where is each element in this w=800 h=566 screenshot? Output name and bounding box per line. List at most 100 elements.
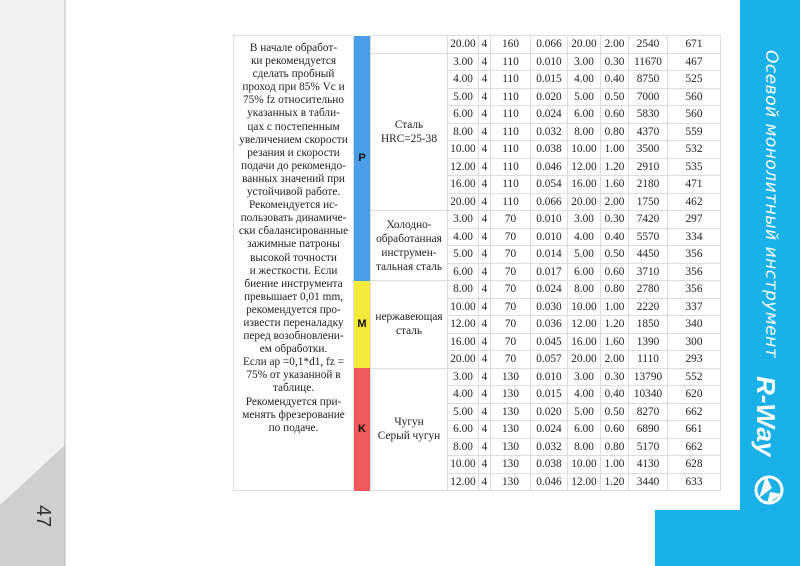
value-cell: 4 [478, 35, 491, 54]
logo [754, 475, 784, 505]
material-cell: Чугун Серый чугун [370, 367, 448, 491]
value-cell: 10.00 [447, 297, 479, 316]
cutting-table: В начале обработ-ки рекомендуется сделать… [233, 35, 721, 491]
value-cell: 16.00 [567, 332, 601, 351]
value-cell: 0.014 [530, 245, 568, 264]
value-cell: 70 [490, 315, 531, 334]
value-cell: 110 [490, 52, 531, 71]
value-cell: 1.60 [600, 175, 629, 194]
material-line: нержавеющая [375, 311, 443, 324]
value-cell: 110 [490, 175, 531, 194]
value-cell: 2780 [628, 280, 668, 299]
value-cell: 4 [478, 280, 491, 299]
value-cell: 4450 [628, 245, 668, 264]
value-cell: 130 [490, 472, 531, 491]
value-cell: 462 [667, 192, 721, 211]
value-cell: 0.017 [530, 262, 568, 281]
value-cell: 662 [667, 402, 721, 421]
value-cell: 70 [490, 280, 531, 299]
value-cell: 293 [667, 350, 721, 369]
value-cell: 8750 [628, 70, 668, 89]
value-cell: 20.00 [447, 350, 479, 369]
value-cell: 16.00 [447, 175, 479, 194]
side-band [740, 0, 800, 566]
value-cell: 110 [490, 105, 531, 124]
note-line: пользовать динамиче- [240, 212, 347, 225]
value-cell: 6.00 [447, 105, 479, 124]
value-cell: 0.030 [530, 297, 568, 316]
value-cell: 1.20 [600, 472, 629, 491]
value-cell: 4 [478, 437, 491, 456]
value-cell: 1.00 [600, 140, 629, 159]
note-line: менять фрезерование [242, 408, 345, 421]
value-cell: 0.054 [530, 175, 568, 194]
value-cell: 4.00 [447, 70, 479, 89]
value-cell: 671 [667, 35, 721, 54]
table-row: 10.00 4 110 0.038 10.00 1.00 3500 532 [234, 140, 721, 159]
value-cell: 12.00 [567, 315, 601, 334]
value-cell: 4 [478, 455, 491, 474]
value-cell: 337 [667, 297, 721, 316]
value-cell: 4 [478, 350, 491, 369]
value-cell: 0.010 [530, 210, 568, 229]
value-cell: 0.036 [530, 315, 568, 334]
value-cell: 13790 [628, 367, 668, 386]
value-cell: 4 [478, 245, 491, 264]
value-cell: 532 [667, 140, 721, 159]
note-line: биение инструмента [244, 277, 343, 290]
value-cell: 4 [478, 332, 491, 351]
material-cell [370, 35, 448, 54]
value-cell: 20.00 [567, 350, 601, 369]
value-cell: 10340 [628, 385, 668, 404]
value-cell: 3710 [628, 262, 668, 281]
value-cell: 4.00 [567, 385, 601, 404]
value-cell: 5.00 [567, 245, 601, 264]
value-cell: 6.00 [567, 262, 601, 281]
value-cell: 3.00 [447, 210, 479, 229]
note-line: 75% от указанной в [246, 369, 341, 382]
value-cell: 8.00 [567, 122, 601, 141]
note-cell: В начале обработ-ки рекомендуется сделать… [233, 35, 354, 491]
table-row: 10.00 4 130 0.038 10.00 1.00 4130 628 [234, 455, 721, 474]
value-cell: 0.50 [600, 87, 629, 106]
note-line: превышает 0,01 mm, [243, 290, 344, 303]
value-cell: 110 [490, 122, 531, 141]
table-row: 12.00 4 70 0.036 12.00 1.20 1850 340 [234, 315, 721, 334]
value-cell: 4 [478, 70, 491, 89]
value-cell: 20.00 [447, 192, 479, 211]
value-cell: 5.00 [447, 402, 479, 421]
value-cell: 0.038 [530, 455, 568, 474]
value-cell: 70 [490, 350, 531, 369]
note-line: извести переналадку [243, 316, 344, 329]
value-cell: 0.046 [530, 472, 568, 491]
value-cell: 6.00 [567, 420, 601, 439]
value-cell: 0.010 [530, 227, 568, 246]
value-cell: 662 [667, 437, 721, 456]
value-cell: 110 [490, 157, 531, 176]
note-line: ски сбалансированные [238, 225, 349, 238]
value-cell: 0.038 [530, 140, 568, 159]
value-cell: 8.00 [447, 122, 479, 141]
value-cell: 0.046 [530, 157, 568, 176]
value-cell: 4 [478, 122, 491, 141]
value-cell: 4 [478, 227, 491, 246]
material-cell: Холодно-обработанная инструмен-тальная ст… [370, 210, 448, 281]
value-cell: 0.60 [600, 420, 629, 439]
value-cell: 3.00 [447, 52, 479, 71]
value-cell: 6.00 [447, 262, 479, 281]
value-cell: 4 [478, 297, 491, 316]
value-cell: 70 [490, 245, 531, 264]
value-cell: 525 [667, 70, 721, 89]
note-line: по подаче. [268, 421, 319, 434]
value-cell: 0.50 [600, 245, 629, 264]
value-cell: 661 [667, 420, 721, 439]
value-cell: 4 [478, 367, 491, 386]
note-line: и жесткости. Если [249, 264, 338, 277]
value-cell: 16.00 [567, 175, 601, 194]
value-cell: 0.80 [600, 122, 629, 141]
iso-band: K [353, 368, 371, 491]
value-cell: 0.045 [530, 332, 568, 351]
value-cell: 130 [490, 455, 531, 474]
